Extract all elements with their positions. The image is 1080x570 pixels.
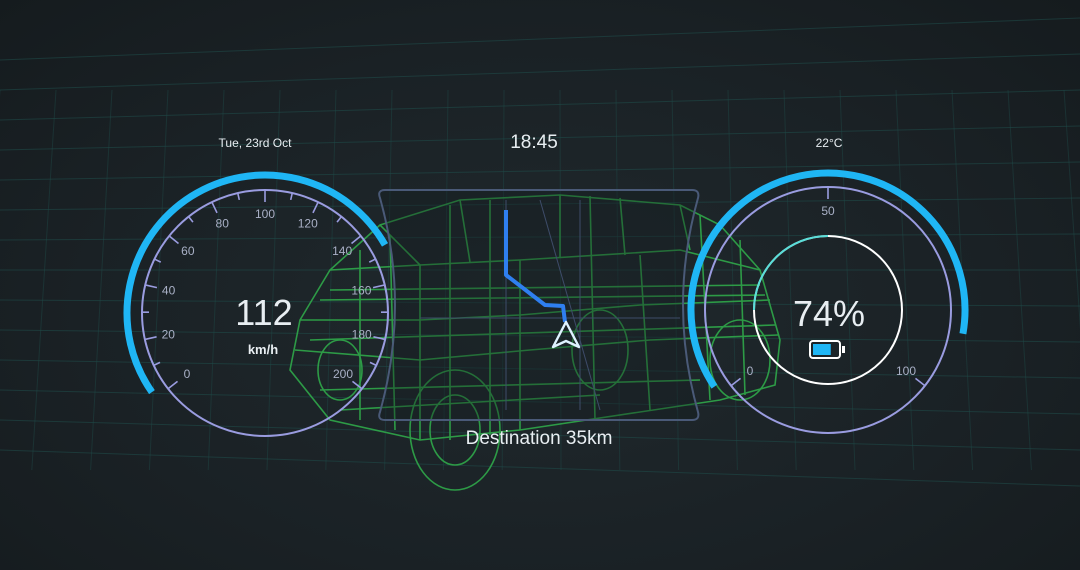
- speed-tick: [312, 201, 319, 214]
- speedometer-gauge: 0 20 40 60 80 100 120 140 160 180 200: [123, 171, 389, 437]
- time-label: 18:45: [510, 132, 558, 153]
- speed-tick: [153, 361, 161, 367]
- grid-line: [0, 89, 1080, 121]
- speed-value: 112: [235, 292, 293, 333]
- speed-tick-label: 120: [298, 217, 318, 231]
- speed-tick: [368, 258, 376, 263]
- grid-line: [1063, 89, 1080, 330]
- grid-line: [0, 233, 1080, 241]
- speed-tick: [168, 235, 179, 245]
- grid-line: [0, 359, 1080, 379]
- speed-tick: [369, 361, 377, 367]
- battery-value: 74%: [792, 293, 866, 334]
- battery-tick-label: 0: [747, 364, 754, 378]
- battery-tick-label: 50: [821, 204, 835, 218]
- speed-fill-arc: [123, 171, 389, 395]
- grid-line: [839, 89, 856, 471]
- grid-line: [90, 89, 113, 471]
- speed-tick-label: 100: [255, 207, 275, 221]
- battery-tick: [730, 377, 742, 387]
- navigation-panel[interactable]: [378, 189, 700, 421]
- grid-line: [0, 419, 1080, 451]
- speed-tick: [351, 235, 362, 245]
- grid-line: [0, 125, 1080, 151]
- speed-unit: km/h: [247, 342, 279, 357]
- battery-tick: [914, 377, 926, 387]
- grid-line: [1007, 89, 1032, 471]
- route-line: [504, 210, 567, 323]
- grid-line: [148, 89, 169, 471]
- speed-tick-label: 0: [184, 367, 191, 381]
- battery-icon: [809, 340, 845, 359]
- grid-line: [266, 89, 281, 471]
- grid-line: [325, 89, 337, 471]
- speed-tick: [154, 258, 162, 263]
- grid-line: [207, 89, 225, 471]
- speed-tick-label: 160: [351, 283, 371, 297]
- battery-fill-arc: [687, 169, 969, 389]
- navigation-arrow-icon: [551, 320, 581, 349]
- grid-line: [783, 89, 797, 471]
- speed-tick: [144, 336, 157, 341]
- speed-tick: [236, 192, 241, 201]
- date-label: Tue, 23rd Oct: [218, 136, 292, 150]
- grid-line: [727, 89, 738, 471]
- grid-line: [615, 89, 621, 471]
- temperature-label: 22°C: [815, 136, 843, 150]
- speed-tick-label: 80: [216, 217, 230, 231]
- grid-line: [559, 89, 562, 471]
- speed-tick-label: 60: [181, 244, 195, 258]
- speed-tick-label: 180: [352, 327, 372, 341]
- grid-line: [0, 449, 1080, 487]
- grid-line: [895, 89, 915, 471]
- grid-line: [0, 17, 1080, 61]
- battery-inner-accent: [753, 235, 829, 311]
- destination-label: Destination 35km: [465, 428, 613, 449]
- speed-tick-label: 40: [162, 283, 176, 297]
- speed-tick: [351, 380, 363, 390]
- grid-line: [0, 161, 1080, 181]
- speed-tick: [372, 284, 385, 289]
- grid-line: [0, 53, 1080, 91]
- grid-line: [0, 329, 1080, 343]
- speed-tick: [289, 192, 294, 201]
- grid-line: [501, 89, 505, 471]
- speed-tick: [167, 380, 179, 390]
- battery-tick-label: 100: [896, 364, 916, 378]
- battery-gauge: 0 50 100: [687, 169, 969, 434]
- speed-tick-label: 200: [333, 367, 353, 381]
- grid-line: [31, 89, 57, 471]
- speed-tick: [373, 336, 386, 341]
- speed-tick: [187, 216, 194, 223]
- speed-tick: [211, 201, 218, 214]
- grid-line: [442, 89, 449, 471]
- speed-tick-label: 20: [162, 327, 176, 341]
- speed-tick: [336, 216, 343, 223]
- speed-tick: [145, 284, 158, 289]
- speed-tick-label: 140: [332, 244, 352, 258]
